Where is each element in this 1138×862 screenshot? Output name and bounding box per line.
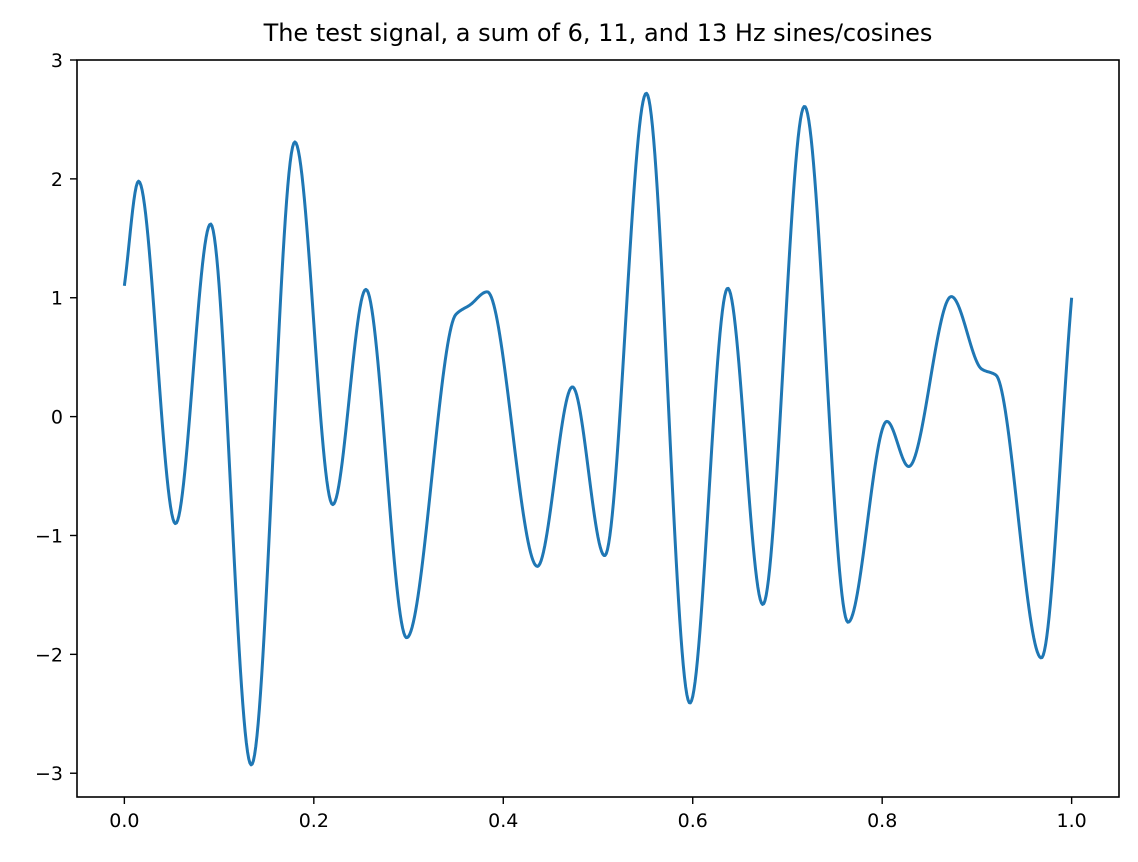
axes-frame: [76, 59, 1120, 798]
signal-line: [122, 91, 1074, 767]
x-tick-label: 0.2: [299, 810, 329, 832]
x-tick-label: 0.6: [678, 810, 708, 832]
y-tick-label: −1: [35, 525, 63, 547]
y-axis: 3 2 1 0 −1 −2 −3: [35, 50, 77, 785]
x-tick-label: 0.4: [488, 810, 518, 832]
y-tick-label: 0: [51, 407, 63, 429]
chart-title: The test signal, a sum of 6, 11, and 13 …: [263, 19, 933, 47]
x-tick-label: 1.0: [1057, 810, 1087, 832]
y-tick-label: 1: [51, 288, 63, 310]
y-tick-label: −2: [35, 644, 63, 666]
y-tick-label: −3: [35, 763, 63, 785]
y-tick-label: 2: [51, 169, 63, 191]
y-tick-label: 3: [51, 50, 63, 72]
x-axis: 0.0 0.2 0.4 0.6 0.8 1.0: [109, 797, 1087, 832]
x-tick-label: 0.8: [867, 810, 897, 832]
plot-area: [122, 91, 1074, 767]
x-tick-label: 0.0: [109, 810, 139, 832]
